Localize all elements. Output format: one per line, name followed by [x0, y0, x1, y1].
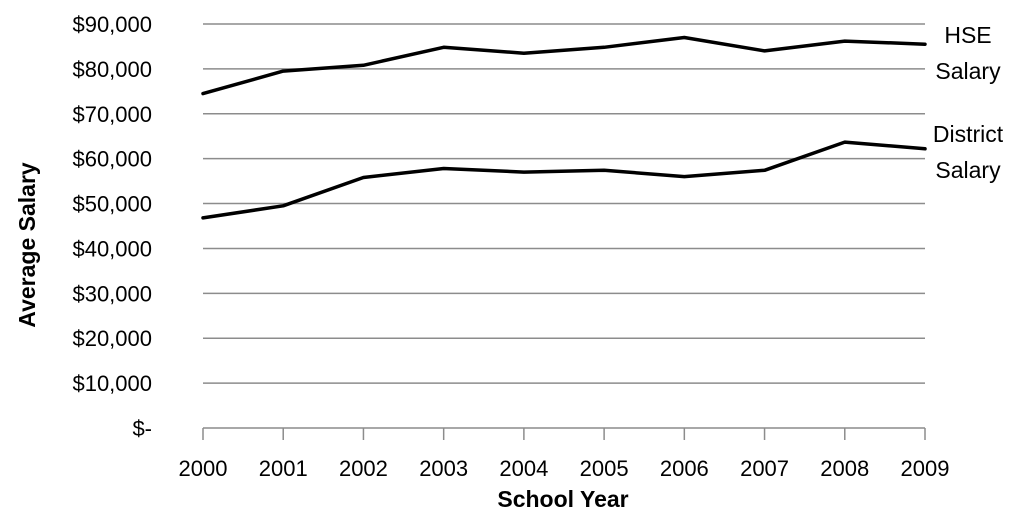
series-label: Salary — [935, 58, 1001, 84]
series-line-district-salary — [201, 140, 927, 220]
series-labels: HSE Salary District Salary — [933, 22, 1004, 183]
x-tick-label: 2001 — [259, 456, 308, 481]
x-tick-label: 2009 — [901, 456, 950, 481]
y-tick-label: $40,000 — [72, 236, 152, 261]
x-tick-label: 2005 — [580, 456, 629, 481]
x-tick-labels: 2000 2001 2002 2003 2004 2005 2006 2007 2008 2009 — [179, 456, 950, 481]
series-label: HSE — [944, 22, 991, 48]
y-tick-label: $30,000 — [72, 281, 152, 306]
series-line-hse-salary — [201, 35, 927, 96]
x-tick-label: 2004 — [499, 456, 548, 481]
x-tick-label: 2002 — [339, 456, 388, 481]
series-lines — [201, 35, 927, 220]
y-tick-label: $80,000 — [72, 57, 152, 82]
y-tick-label: $70,000 — [72, 102, 152, 127]
y-tick-labels: $- $10,000 $20,000 $30,000 $40,000 $50,000 $60… — [72, 12, 152, 441]
x-tick-label: 2003 — [419, 456, 468, 481]
series-label: Salary — [935, 157, 1001, 183]
y-tick-label: $- — [132, 416, 152, 441]
y-tick-label: $20,000 — [72, 326, 152, 351]
y-tick-label: $90,000 — [72, 12, 152, 37]
x-tick-label: 2006 — [660, 456, 709, 481]
grid-lines — [203, 23, 925, 384]
x-axis-title: School Year — [497, 486, 628, 512]
y-tick-label: $60,000 — [72, 147, 152, 172]
axes — [202, 427, 926, 440]
series-label: District — [933, 121, 1004, 147]
x-tick-label: 2000 — [179, 456, 228, 481]
y-tick-label: $10,000 — [72, 371, 152, 396]
x-tick-label: 2007 — [740, 456, 789, 481]
x-tick-label: 2008 — [820, 456, 869, 481]
y-tick-label: $50,000 — [72, 192, 152, 217]
y-axis-title: Average Salary — [14, 162, 40, 328]
